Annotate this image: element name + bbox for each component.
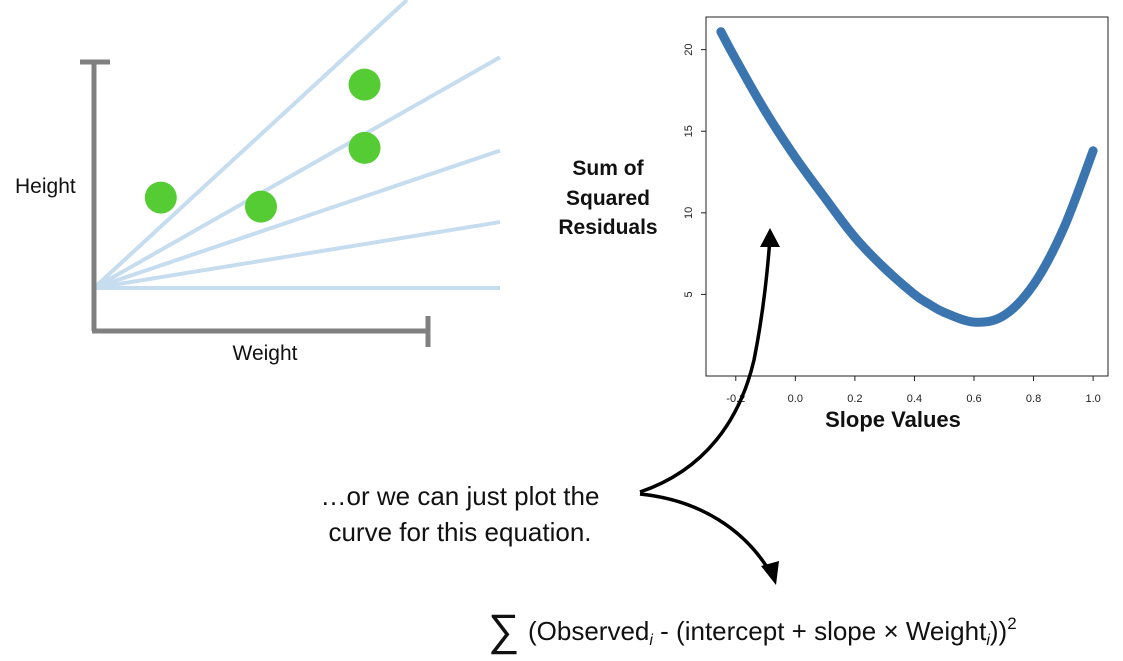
data-points xyxy=(144,68,381,223)
x-tick-label: 0.0 xyxy=(788,393,803,405)
candidate-lines xyxy=(92,0,501,290)
annotation-line-2: curve for this equation. xyxy=(328,517,591,547)
x-tick-label: 1.0 xyxy=(1085,393,1100,405)
candidate-line xyxy=(93,220,501,290)
equation-subscript-1: i xyxy=(649,632,653,649)
weight-height-scatter: Height Weight xyxy=(15,0,501,365)
arrow-to-curve-head xyxy=(760,228,780,247)
ssr-equation: ∑ (Observedi - (intercept + slope × Weig… xyxy=(488,606,1017,655)
equation-part-1: (Observed xyxy=(528,616,649,646)
candidate-line xyxy=(92,0,409,290)
arrow-to-equation-head xyxy=(761,561,779,585)
data-point xyxy=(348,131,381,164)
candidate-line xyxy=(93,55,501,290)
equation-part-3: )) xyxy=(990,616,1007,646)
annotation-line-1: …or we can just plot the xyxy=(321,481,600,511)
y-axis-title-line-1: Sum of xyxy=(572,157,644,180)
equation-text: (Observedi - (intercept + slope × Weight… xyxy=(528,614,1017,649)
sigma-symbol: ∑ xyxy=(488,606,519,655)
arrow-to-curve xyxy=(639,237,772,494)
data-point xyxy=(348,68,381,101)
y-axis-label: Height xyxy=(15,175,76,198)
x-tick-label: 0.2 xyxy=(847,393,862,405)
ssr-curve xyxy=(716,27,1098,327)
x-tick-label: 0.6 xyxy=(966,393,981,405)
arrow-to-equation xyxy=(639,492,772,573)
y-tick-label: 15 xyxy=(683,125,695,137)
x-axis-label: Weight xyxy=(233,342,298,365)
y-tick-label: 20 xyxy=(683,44,695,56)
x-tick-label: 0.8 xyxy=(1026,393,1041,405)
data-point xyxy=(144,181,177,214)
equation-subscript-2: i xyxy=(986,632,990,649)
candidate-line xyxy=(93,148,501,290)
equation-part-2: - (intercept + slope × Weight xyxy=(653,616,987,646)
data-point xyxy=(245,190,277,223)
y-tick-label: 5 xyxy=(683,291,695,297)
x-tick-label: 0.4 xyxy=(907,393,922,405)
equation-superscript: 2 xyxy=(1007,614,1016,633)
x-axis-title: Slope Values xyxy=(825,407,961,432)
y-axis-title-line-3: Residuals xyxy=(558,216,657,239)
y-tick-label: 10 xyxy=(683,207,695,219)
y-axis-title-line-2: Squared xyxy=(566,187,650,210)
plot-frame xyxy=(705,16,1109,377)
